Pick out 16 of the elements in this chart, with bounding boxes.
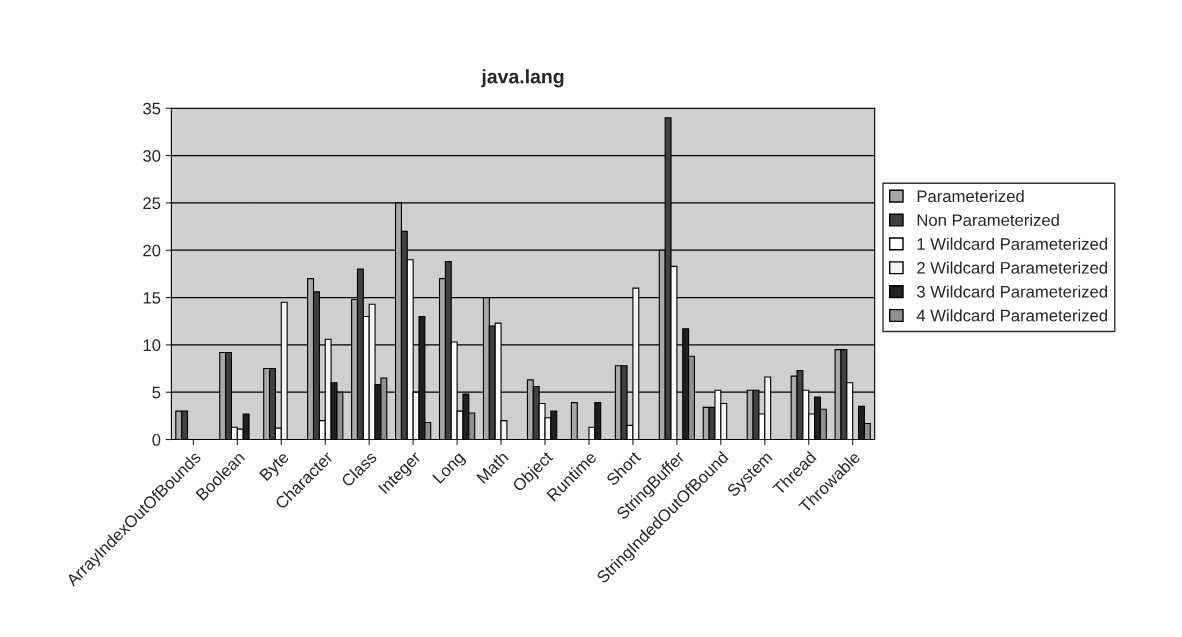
legend-label: 2 Wildcard Parameterized [917,261,1108,274]
y-tick-label: 35 [143,102,161,115]
y-tick-label: 0 [152,433,161,446]
legend-label: 4 Wildcard Parameterized [916,309,1108,322]
legend-label: 1 Wildcard Parameterized [917,237,1108,250]
legend-label: Non Parameterized [917,213,1059,227]
y-tick-label: 20 [143,244,161,257]
y-tick-label: 30 [143,150,161,162]
chart-title: java.lang [481,69,564,88]
y-tick-label: 25 [143,197,161,210]
y-tick-label: 10 [143,339,161,352]
legend-label: Parameterized [917,189,1024,203]
bar [570,402,578,440]
y-tick-label: 5 [152,386,161,399]
y-tick-label: 15 [143,292,161,304]
legend-label: 3 Wildcard Parameterized [916,285,1108,298]
